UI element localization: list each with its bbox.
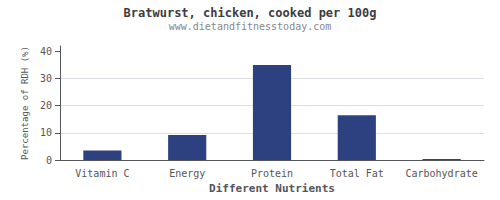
svg-text:Percentage of RDH (%): Percentage of RDH (%) (20, 46, 30, 160)
svg-text:20: 20 (40, 100, 52, 111)
svg-text:Energy: Energy (169, 168, 205, 179)
svg-text:Different Nutrients: Different Nutrients (209, 182, 335, 195)
svg-text:www.dietandfitnesstoday.com: www.dietandfitnesstoday.com (169, 21, 332, 32)
svg-text:Total Fat: Total Fat (330, 168, 384, 179)
svg-text:Vitamin C: Vitamin C (75, 168, 129, 179)
svg-text:0: 0 (46, 155, 52, 166)
svg-text:Protein: Protein (251, 168, 293, 179)
svg-text:Carbohydrate: Carbohydrate (405, 168, 477, 179)
svg-text:10: 10 (40, 127, 52, 138)
svg-text:30: 30 (40, 73, 52, 84)
svg-text:Bratwurst, chicken, cooked per: Bratwurst, chicken, cooked per 100g (124, 6, 377, 20)
svg-text:40: 40 (40, 46, 52, 57)
